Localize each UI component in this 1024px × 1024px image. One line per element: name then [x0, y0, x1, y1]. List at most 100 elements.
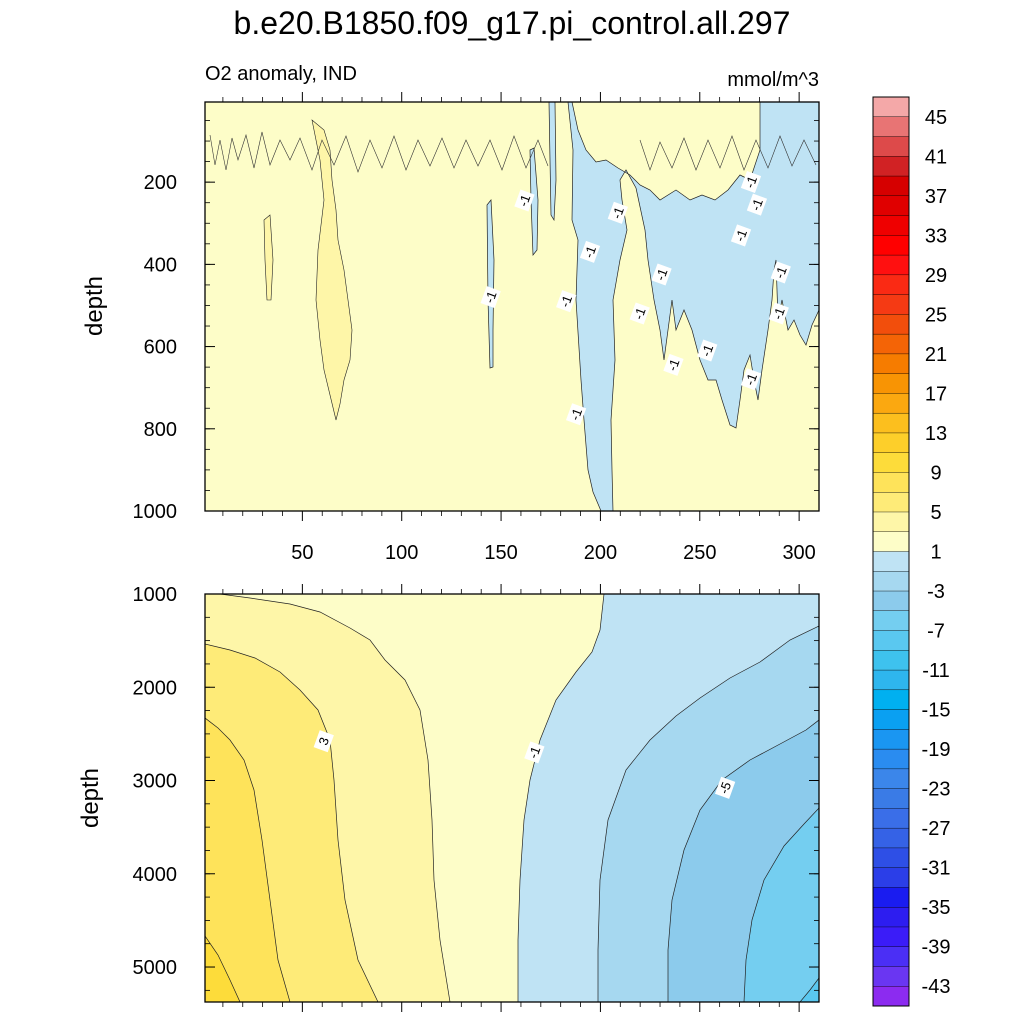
- contour-label-box: [313, 730, 334, 753]
- contour-label-text: -1: [482, 289, 500, 305]
- colorbar-swatch: [872, 847, 910, 869]
- contour-label-box: [697, 339, 718, 362]
- colorbar-label: -15: [922, 700, 951, 722]
- colorbar-swatch: [872, 511, 910, 533]
- colorbar-label: 5: [930, 502, 941, 524]
- colorbar-swatch: [872, 669, 910, 691]
- colorbar-swatch: [872, 472, 910, 493]
- y-tick-label: 4000: [133, 864, 178, 886]
- colorbar-label: 41: [925, 146, 947, 168]
- colorbar-swatch: [872, 353, 910, 375]
- contour-label-box: [607, 201, 628, 224]
- colorbar-swatch: [872, 531, 910, 553]
- x-tick-label: 50: [291, 542, 313, 564]
- upper-panel: -1 -1 -1 -1 -1 -1 -1 -1 -1 -1 -1 -1 -1 -1 -1 -1 200 400 6…: [81, 92, 820, 564]
- contour-label-box: [768, 302, 789, 325]
- colorbar-frame: [872, 96, 910, 1007]
- x-tick-label: 100: [385, 542, 418, 564]
- contour-label-text: -1: [664, 357, 682, 373]
- contour-label: -1: [730, 224, 752, 247]
- subtitle-units: mmol/m^3: [727, 69, 819, 91]
- colorbar-label: 1: [930, 542, 941, 564]
- colorbar-swatch: [872, 867, 910, 888]
- colorbar-swatch: [872, 551, 910, 572]
- colorbar-label: -7: [927, 621, 945, 643]
- contour-label: -1: [565, 403, 587, 426]
- colorbar-label: 17: [925, 383, 947, 405]
- colorbar-label: 45: [925, 107, 947, 129]
- x-tick-label: 150: [484, 542, 517, 564]
- colorbar-swatch: [872, 788, 910, 809]
- contour-label-text: -1: [609, 205, 627, 221]
- y-tick-label: 3000: [133, 771, 178, 793]
- colorbar-swatch: [872, 808, 910, 829]
- contour-label: -1: [768, 302, 789, 325]
- colorbar-label: 37: [925, 186, 947, 208]
- contour-label-text: -1: [567, 406, 585, 422]
- y-tick-label: 600: [144, 337, 177, 359]
- y-tick-label: 2000: [133, 677, 178, 699]
- contour-label: -1: [556, 290, 577, 313]
- upper-y-axis-label: depth: [81, 276, 108, 336]
- contour-label-text: -1: [772, 264, 790, 280]
- colorbar-label: -19: [922, 739, 951, 761]
- contour-label-text: -1: [732, 227, 750, 243]
- contour-label: -5: [715, 776, 736, 799]
- colorbar-swatch: [872, 748, 910, 770]
- contour-label: -1: [607, 201, 628, 224]
- colorbar-swatch: [872, 827, 910, 849]
- contour-label-text: -1: [581, 244, 599, 260]
- upper-surface-wiggles: [209, 131, 549, 173]
- y-tick-label: 400: [144, 254, 177, 276]
- contour-label-text: -1: [742, 174, 760, 190]
- contour-label-text: -1: [557, 293, 575, 309]
- contour-label-box: [629, 302, 650, 325]
- colorbar-swatch: [872, 136, 910, 157]
- x-tick-label: 300: [782, 542, 815, 564]
- colorbar-label: 9: [930, 462, 941, 484]
- colorbar-swatch: [872, 946, 910, 967]
- contour-label: 3: [313, 730, 334, 753]
- colorbar-swatch: [872, 452, 910, 473]
- contour-label-text: -1: [742, 371, 760, 387]
- upper-contour-labels: -1 -1 -1 -1 -1 -1 -1 -1 -1 -1 -1 -1 -1 -1 -1 -1: [480, 170, 791, 426]
- lower-neg-band-4: [743, 807, 819, 1002]
- contour-label-box: [746, 193, 768, 216]
- y-tick-label: 800: [144, 419, 177, 441]
- colorbar-swatch: [872, 314, 910, 335]
- colorbar-swatch: [872, 729, 910, 750]
- y-tick-label: 5000: [133, 957, 178, 979]
- colorbar-swatch: [872, 906, 910, 928]
- contour-label-box: [715, 776, 736, 799]
- contour-label-text: 3: [315, 735, 332, 747]
- colorbar-label: -23: [922, 779, 951, 801]
- colorbar-label: 21: [925, 344, 947, 366]
- contour-label-text: -1: [653, 266, 671, 282]
- colorbar-label: 25: [925, 304, 947, 326]
- y-tick-label: 1000: [133, 501, 178, 523]
- colorbar-swatch: [872, 610, 910, 632]
- contour-label-box: [740, 368, 762, 391]
- lower-axis-ticks: 1000 2000 3000 4000 5000: [133, 584, 819, 1012]
- lower-neg-band-5: [799, 977, 819, 1002]
- contour-label-box: [740, 170, 762, 194]
- colorbar-label: 33: [925, 225, 947, 247]
- lower-band-4: [205, 935, 241, 1002]
- contour-label: -1: [746, 193, 768, 216]
- chart-title: b.e20.B1850.f09_g17.pi_control.all.297: [234, 5, 791, 41]
- upper-axis-ticks: 200 400 600 800 1000 50 100 150 200 250 300: [133, 92, 819, 564]
- contour-label-text: -1: [525, 744, 543, 760]
- colorbar-swatch: [872, 254, 910, 276]
- contour-label: -1: [697, 339, 718, 362]
- contour-label: -1: [480, 286, 501, 309]
- y-tick-label: 1000: [133, 584, 178, 606]
- colorbar-label: -35: [922, 897, 951, 919]
- contour-label: -1: [663, 353, 684, 376]
- contour-label-box: [565, 403, 587, 426]
- contour-label-box: [579, 240, 601, 263]
- colorbar-label: -43: [922, 976, 951, 998]
- colorbar-swatch: [872, 768, 910, 790]
- contour-label-text: -5: [716, 780, 734, 796]
- contour-label-text: -1: [748, 197, 766, 213]
